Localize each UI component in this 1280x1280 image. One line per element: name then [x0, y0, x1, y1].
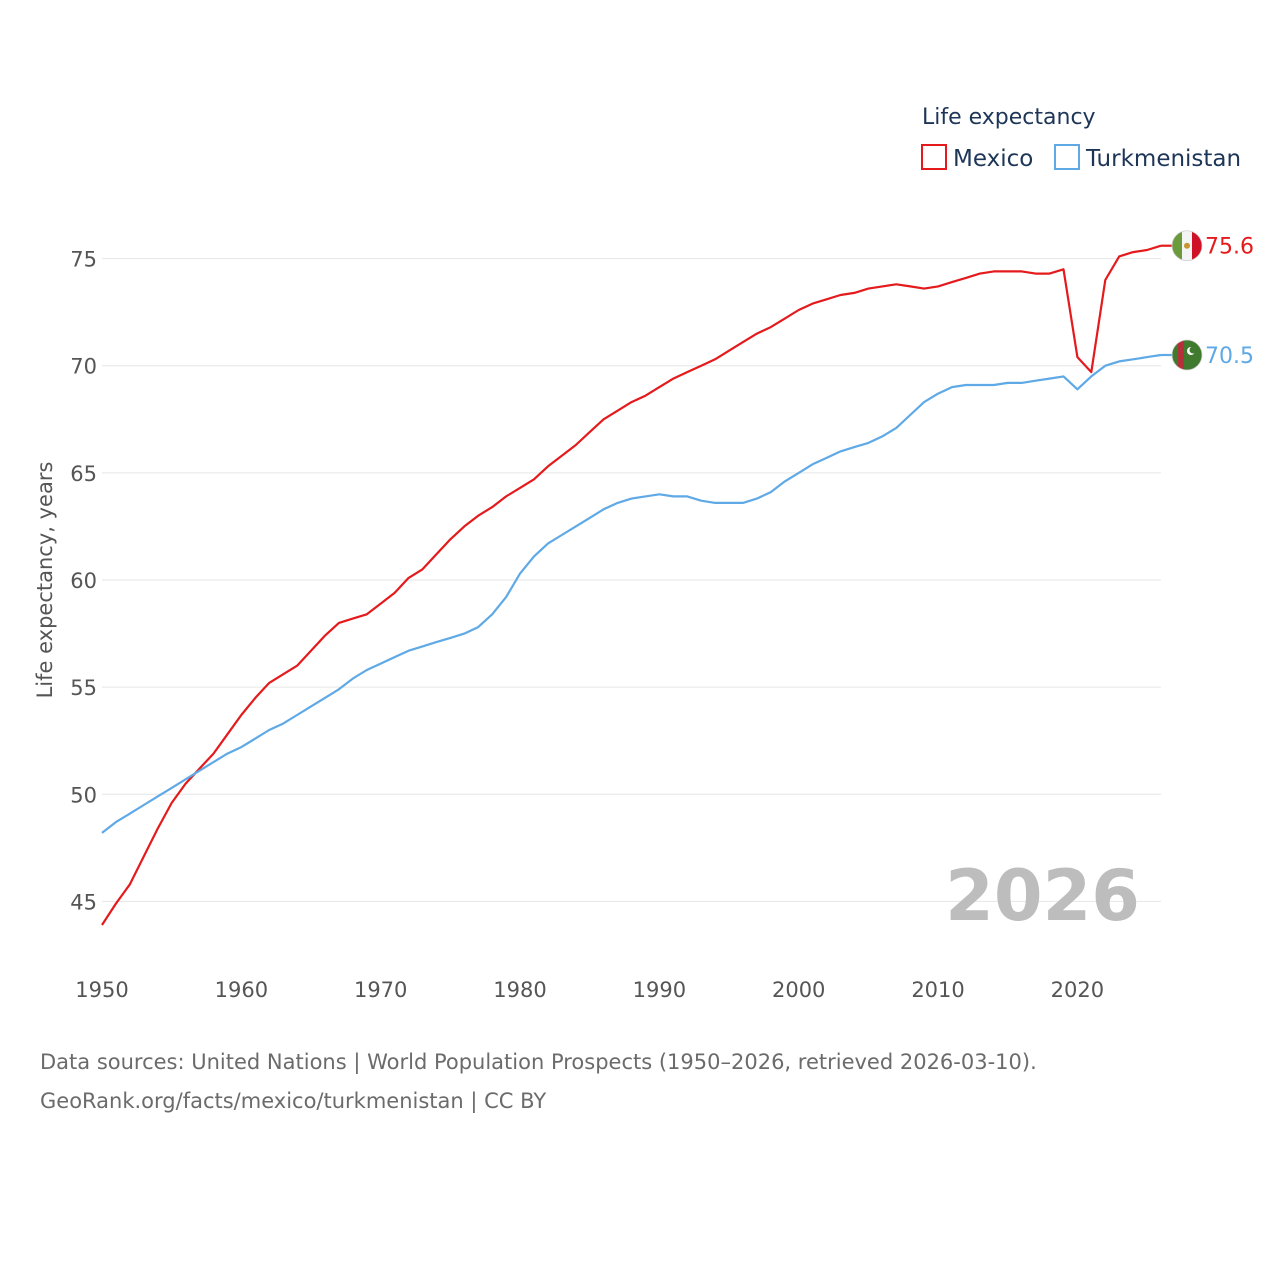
end-value-mexico: 75.6 — [1205, 235, 1254, 260]
series-line-turkmenistan[interactable] — [101, 353, 1162, 834]
y-tick-label: 45 — [70, 890, 97, 914]
legend-item-turkmenistan[interactable]: Turkmenistan — [1054, 144, 1241, 172]
legend-label-mexico: Mexico — [953, 146, 1033, 172]
series-line-mexico[interactable] — [101, 244, 1162, 926]
x-tick-label: 1980 — [493, 978, 546, 1002]
x-tick-label: 2020 — [1051, 978, 1104, 1002]
year-watermark: 2026 — [945, 855, 1140, 937]
series-lines — [101, 244, 1162, 926]
source-line-2[interactable]: GeoRank.org/facts/mexico/turkmenistan | … — [40, 1089, 547, 1113]
x-axis-ticks: 1950 1960 1970 1980 1990 2000 2010 2020 — [75, 978, 1104, 1002]
end-value-turkmenistan: 70.5 — [1205, 344, 1254, 369]
legend-swatch-turkmenistan — [1054, 144, 1080, 170]
x-tick-label: 2000 — [772, 978, 825, 1002]
x-tick-label: 1950 — [75, 978, 128, 1002]
legend-title: Life expectancy — [922, 105, 1096, 130]
y-tick-label: 60 — [70, 569, 97, 593]
x-tick-label: 2010 — [911, 978, 964, 1002]
legend-swatch-mexico — [921, 144, 947, 170]
mexico-flag-icon — [1171, 230, 1203, 262]
legend-label-turkmenistan: Turkmenistan — [1085, 146, 1241, 172]
gridlines — [102, 258, 1161, 902]
legend: Life expectancy Mexico Turkmenistan — [921, 105, 1241, 172]
x-tick-label: 1970 — [354, 978, 407, 1002]
source-note: Data sources: United Nations | World Pop… — [40, 1043, 1260, 1121]
y-tick-label: 75 — [70, 248, 97, 272]
y-axis-ticks: 45 50 55 60 65 70 75 — [70, 248, 97, 915]
y-tick-label: 70 — [70, 355, 97, 379]
x-tick-label: 1990 — [633, 978, 686, 1002]
y-axis-title: Life expectancy, years — [33, 462, 57, 699]
source-line-1: Data sources: United Nations | World Pop… — [40, 1050, 1037, 1074]
legend-item-mexico[interactable]: Mexico — [921, 144, 1033, 172]
turkmenistan-flag-icon — [1171, 339, 1203, 371]
x-tick-label: 1960 — [215, 978, 268, 1002]
y-tick-label: 50 — [70, 783, 97, 807]
series-end-markers: 75.6 70.5 — [1161, 230, 1254, 371]
y-tick-label: 55 — [70, 676, 97, 700]
y-tick-label: 65 — [70, 462, 97, 486]
